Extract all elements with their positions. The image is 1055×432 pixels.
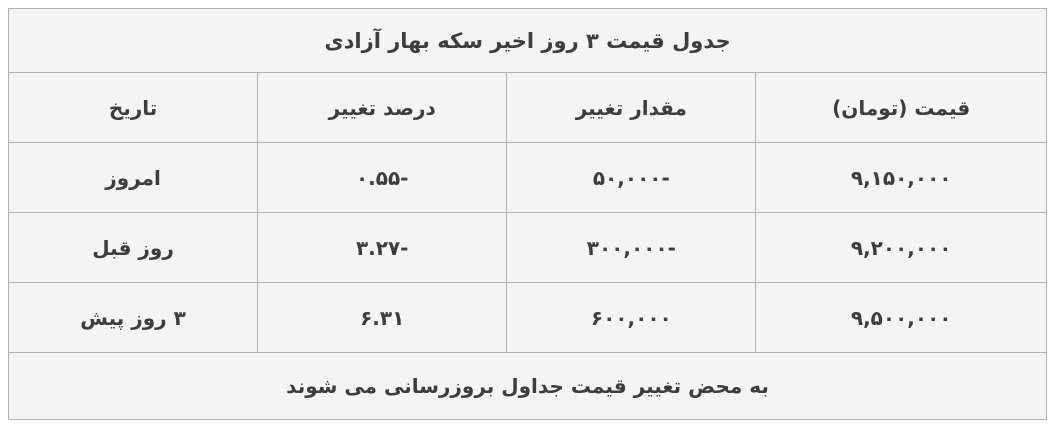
change-amount-cell: ۶۰۰,۰۰۰ <box>506 282 757 353</box>
table-header-row: قیمت (تومان) مقدار تغییر درصد تغییر تاری… <box>7 72 1047 143</box>
change-amount-cell: -۳۰۰,۰۰۰ <box>506 212 757 283</box>
date-cell: روز قبل <box>7 212 259 283</box>
table-title: جدول قیمت ۳ روز اخیر سکه بهار آزادی <box>8 8 1047 73</box>
date-cell: ۳ روز پیش <box>7 282 259 353</box>
change-percent-cell: -۰.۵۵ <box>257 142 508 213</box>
table-footer-note: به محض تغییر قیمت جداول بروزرسانی می شون… <box>8 352 1047 420</box>
change-percent-cell: -۳.۲۷ <box>257 212 508 283</box>
table-footer-row: به محض تغییر قیمت جداول بروزرسانی می شون… <box>8 352 1047 420</box>
price-cell: ۹,۵۰۰,۰۰۰ <box>755 282 1047 353</box>
table-title-row: جدول قیمت ۳ روز اخیر سکه بهار آزادی <box>8 8 1047 73</box>
date-cell: امروز <box>7 142 259 213</box>
column-header-date: تاریخ <box>7 72 259 143</box>
change-amount-cell: -۵۰,۰۰۰ <box>506 142 757 213</box>
table-row-today: ۹,۱۵۰,۰۰۰ -۵۰,۰۰۰ -۰.۵۵ امروز <box>7 142 1047 213</box>
change-percent-cell: ۶.۳۱ <box>257 282 508 353</box>
column-header-change-amount: مقدار تغییر <box>506 72 757 143</box>
column-header-price: قیمت (تومان) <box>755 72 1047 143</box>
table-row-previous-day: ۹,۲۰۰,۰۰۰ -۳۰۰,۰۰۰ -۳.۲۷ روز قبل <box>7 212 1047 283</box>
price-cell: ۹,۲۰۰,۰۰۰ <box>755 212 1047 283</box>
table-row-3-days-ago: ۹,۵۰۰,۰۰۰ ۶۰۰,۰۰۰ ۶.۳۱ ۳ روز پیش <box>7 282 1047 353</box>
coin-price-table: جدول قیمت ۳ روز اخیر سکه بهار آزادی قیمت… <box>7 8 1047 420</box>
price-cell: ۹,۱۵۰,۰۰۰ <box>755 142 1047 213</box>
column-header-change-percent: درصد تغییر <box>257 72 508 143</box>
